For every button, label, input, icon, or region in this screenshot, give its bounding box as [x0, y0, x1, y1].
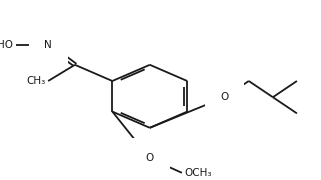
- Text: HO: HO: [0, 40, 13, 50]
- Text: CH₃: CH₃: [26, 76, 46, 86]
- Text: O: O: [221, 92, 229, 102]
- Text: OCH₃: OCH₃: [185, 168, 212, 178]
- Text: O: O: [146, 153, 154, 163]
- Text: N: N: [44, 40, 52, 50]
